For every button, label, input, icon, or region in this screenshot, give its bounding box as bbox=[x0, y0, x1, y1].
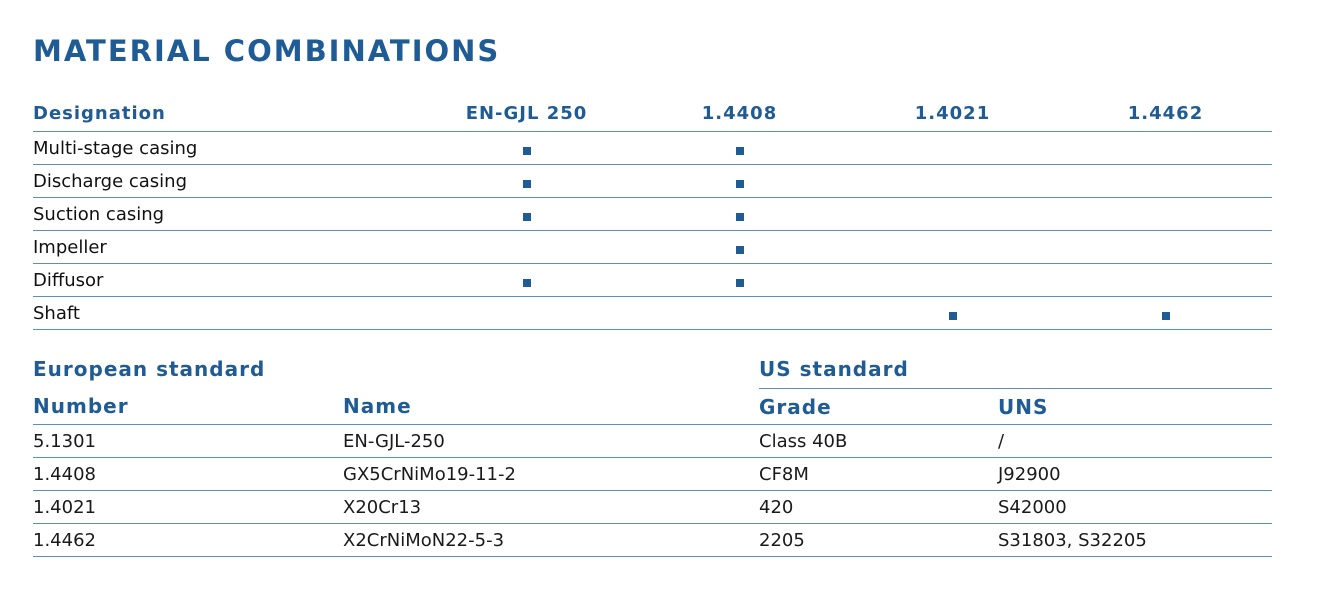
name-cell: GX5CrNiMo19-11-2 bbox=[343, 457, 759, 491]
table-row: Impeller bbox=[33, 230, 1272, 264]
grade-cell: Class 40B bbox=[759, 424, 998, 458]
name-cell: X2CrNiMoN22-5-3 bbox=[343, 523, 759, 557]
material-cell bbox=[846, 230, 1059, 264]
material-cell bbox=[1059, 197, 1272, 231]
square-marker-icon bbox=[1161, 312, 1170, 320]
square-marker-icon bbox=[735, 279, 744, 287]
designation-header: Designation bbox=[33, 95, 420, 132]
number-column-header: Number bbox=[33, 388, 343, 425]
square-marker-icon bbox=[522, 180, 531, 188]
material-cell bbox=[633, 197, 846, 231]
material-header: 1.4408 bbox=[633, 95, 846, 132]
material-cell bbox=[846, 164, 1059, 198]
table-row: Diffusor bbox=[33, 263, 1272, 297]
material-cell bbox=[1059, 230, 1272, 264]
square-marker-icon bbox=[522, 213, 531, 221]
grade-cell: 420 bbox=[759, 490, 998, 524]
grade-column-header: Grade bbox=[759, 388, 998, 425]
material-cell bbox=[633, 296, 846, 330]
part-name: Diffusor bbox=[33, 263, 420, 297]
uns-cell: J92900 bbox=[998, 457, 1272, 491]
material-cell bbox=[846, 197, 1059, 231]
material-cell bbox=[633, 263, 846, 297]
material-cell bbox=[1059, 131, 1272, 165]
material-cell bbox=[633, 164, 846, 198]
material-cell bbox=[846, 263, 1059, 297]
name-cell: EN-GJL-250 bbox=[343, 424, 759, 458]
square-marker-icon bbox=[735, 213, 744, 221]
square-marker-icon bbox=[948, 312, 957, 320]
material-cell bbox=[846, 296, 1059, 330]
material-cell bbox=[1059, 164, 1272, 198]
uns-cell: S42000 bbox=[998, 490, 1272, 524]
material-cell bbox=[420, 296, 633, 330]
material-header: 1.4462 bbox=[1059, 95, 1272, 132]
standards-table: European standard US standard Number Nam… bbox=[33, 350, 1272, 557]
table-row: 1.4462 X2CrNiMoN22-5-3 2205 S31803, S32205 bbox=[33, 523, 1272, 557]
grade-cell: 2205 bbox=[759, 523, 998, 557]
number-cell: 1.4408 bbox=[33, 457, 343, 491]
standards-header-row: Number Name Grade UNS bbox=[33, 388, 1272, 425]
part-name: Multi-stage casing bbox=[33, 131, 420, 165]
standards-group-row: European standard US standard bbox=[33, 350, 1272, 389]
material-header: 1.4021 bbox=[846, 95, 1059, 132]
table-row: Multi-stage casing bbox=[33, 131, 1272, 165]
square-marker-icon bbox=[735, 246, 744, 254]
uns-column-header: UNS bbox=[998, 388, 1272, 425]
table-row: Suction casing bbox=[33, 197, 1272, 231]
table-row: Shaft bbox=[33, 296, 1272, 330]
material-cell bbox=[420, 131, 633, 165]
material-cell bbox=[1059, 263, 1272, 297]
square-marker-icon bbox=[522, 147, 531, 155]
part-name: Discharge casing bbox=[33, 164, 420, 198]
european-standard-heading: European standard bbox=[33, 357, 266, 382]
material-cell bbox=[633, 230, 846, 264]
table-row: 1.4408 GX5CrNiMo19-11-2 CF8M J92900 bbox=[33, 457, 1272, 491]
material-header-row: Designation EN-GJL 250 1.4408 1.4021 1.4… bbox=[33, 95, 1272, 132]
material-cell bbox=[420, 263, 633, 297]
part-name: Suction casing bbox=[33, 197, 420, 231]
material-cell bbox=[846, 131, 1059, 165]
number-cell: 1.4462 bbox=[33, 523, 343, 557]
square-marker-icon bbox=[735, 180, 744, 188]
square-marker-icon bbox=[735, 147, 744, 155]
table-row: 1.4021 X20Cr13 420 S42000 bbox=[33, 490, 1272, 524]
part-name: Impeller bbox=[33, 230, 420, 264]
part-name: Shaft bbox=[33, 296, 420, 330]
number-cell: 1.4021 bbox=[33, 490, 343, 524]
material-cell bbox=[420, 164, 633, 198]
material-header: EN-GJL 250 bbox=[420, 95, 633, 132]
square-marker-icon bbox=[522, 279, 531, 287]
uns-cell: / bbox=[998, 424, 1272, 458]
grade-cell: CF8M bbox=[759, 457, 998, 491]
material-combinations-table: Designation EN-GJL 250 1.4408 1.4021 1.4… bbox=[33, 95, 1272, 330]
page-title: MATERIAL COMBINATIONS bbox=[33, 34, 501, 68]
table-row: 5.1301 EN-GJL-250 Class 40B / bbox=[33, 424, 1272, 458]
material-cell bbox=[420, 197, 633, 231]
number-cell: 5.1301 bbox=[33, 424, 343, 458]
us-standard-heading: US standard bbox=[759, 350, 1272, 389]
uns-cell: S31803, S32205 bbox=[998, 523, 1272, 557]
table-row: Discharge casing bbox=[33, 164, 1272, 198]
material-cell bbox=[1059, 296, 1272, 330]
name-column-header: Name bbox=[343, 388, 759, 425]
material-cell bbox=[420, 230, 633, 264]
name-cell: X20Cr13 bbox=[343, 490, 759, 524]
material-cell bbox=[633, 131, 846, 165]
